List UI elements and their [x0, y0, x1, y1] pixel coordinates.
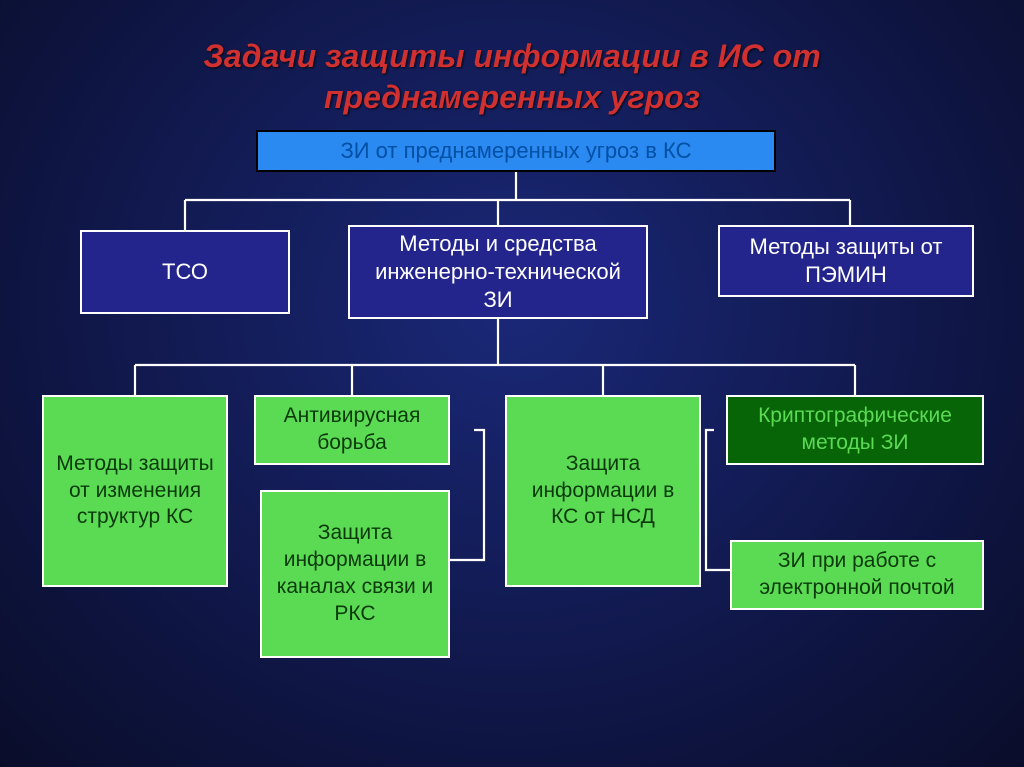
node-leaf2a-label: Антивирусная борьба [268, 403, 436, 457]
title-line2: преднамеренных угроз [324, 77, 700, 118]
node-tso: ТСО [80, 230, 290, 314]
node-eng: Методы и средства инженерно-технической … [348, 225, 648, 319]
node-leaf1-label: Методы защиты от изменения структур КС [56, 451, 214, 532]
node-root: ЗИ от преднамеренных угроз в КС [256, 130, 776, 172]
node-leaf4a-label: Криптографические методы ЗИ [740, 403, 970, 457]
node-pemin: Методы защиты от ПЭМИН [718, 225, 974, 297]
title-line1: Задачи защиты информации в ИС от [203, 36, 820, 77]
node-antivirus: Антивирусная борьба [254, 395, 450, 465]
node-crypto: Криптографические методы ЗИ [726, 395, 984, 465]
node-channels: Защита информации в каналах связи и РКС [260, 490, 450, 658]
node-root-label: ЗИ от преднамеренных угроз в КС [340, 137, 691, 165]
node-nsd: Защита информации в КС от НСД [505, 395, 701, 587]
node-methods-struct: Методы защиты от изменения структур КС [42, 395, 228, 587]
node-eng-label: Методы и средства инженерно-технической … [362, 230, 634, 314]
node-leaf3-label: Защита информации в КС от НСД [519, 451, 687, 532]
node-tso-label: ТСО [162, 258, 208, 286]
node-pemin-label: Методы защиты от ПЭМИН [732, 233, 960, 289]
slide-title: Задачи защиты информации в ИС от преднам… [0, 28, 1024, 126]
node-leaf2b-label: Защита информации в каналах связи и РКС [274, 520, 436, 628]
node-leaf4b-label: ЗИ при работе с электронной почтой [744, 548, 970, 602]
node-email: ЗИ при работе с электронной почтой [730, 540, 984, 610]
